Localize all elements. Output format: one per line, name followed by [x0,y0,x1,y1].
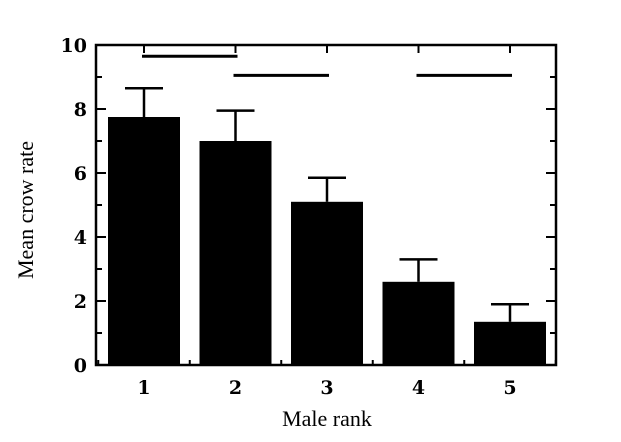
y-tick-label: 2 [74,291,87,313]
x-tick-label: 3 [320,377,333,399]
y-tick-label: 8 [74,99,87,121]
x-tick-label: 4 [412,377,425,399]
x-tick-label: 2 [229,377,242,399]
bar [108,117,180,365]
significance-lines [142,54,512,77]
bar [382,281,455,365]
error-bars [125,86,529,322]
bar [291,201,363,365]
bar [199,141,272,365]
x-tick-label: 1 [137,377,150,399]
y-tick-label: 6 [74,163,87,185]
y-tick-label: 0 [74,355,87,377]
x-tick-label: 5 [503,377,516,399]
y-tick-label: 4 [74,227,87,249]
x-axis-title: Male rank [282,406,372,431]
bars [108,117,546,365]
y-tick-label: 10 [61,35,87,57]
y-axis-title: Mean crow rate [13,141,38,279]
